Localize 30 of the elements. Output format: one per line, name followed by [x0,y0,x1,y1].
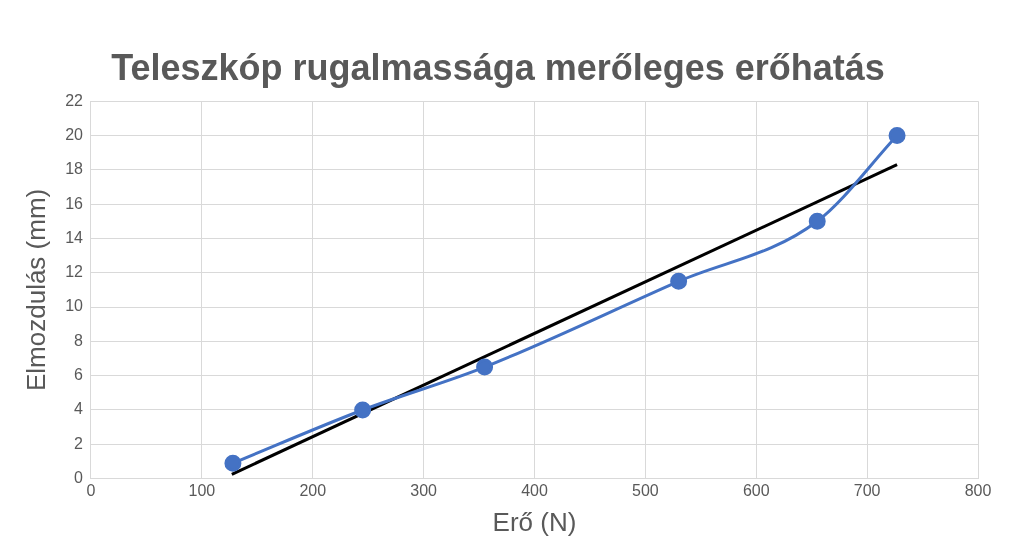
y-tick-label: 20 [65,125,84,143]
point [670,272,688,290]
y-axis-title: Elmozdulás (mm) [20,188,51,392]
x-tick-label: 800 [964,481,992,499]
point [354,401,372,419]
x-tick-label: 700 [853,481,881,499]
point [476,358,494,376]
y-tick-label: 2 [74,434,84,452]
y-tick-label: 8 [74,331,84,349]
x-tick-label: 200 [299,481,327,499]
x-tick-label: 400 [521,481,548,499]
y-tick-label: 0 [74,469,84,487]
x-tick-label: 600 [742,481,770,499]
x-tick-label: 500 [632,481,659,499]
y-tick-label: 4 [74,400,84,418]
y-tick-label: 18 [65,160,84,178]
point [888,127,906,145]
x-tick-label: 100 [188,481,216,499]
x-tick-label: 0 [86,481,96,499]
y-tick-label: 10 [65,297,84,315]
chart-title: Teleszkóp rugalmassága merőleges erőhatás [111,46,885,88]
y-tick-label: 6 [74,366,84,384]
y-tick-label: 14 [65,228,84,246]
point [808,212,826,230]
x-axis-title: Erő (N) [492,506,577,537]
y-tick-label: 16 [65,194,84,212]
y-tick-label: 12 [65,263,84,281]
x-tick-label: 300 [410,481,438,499]
point [224,454,242,472]
y-tick-label: 22 [65,91,84,109]
